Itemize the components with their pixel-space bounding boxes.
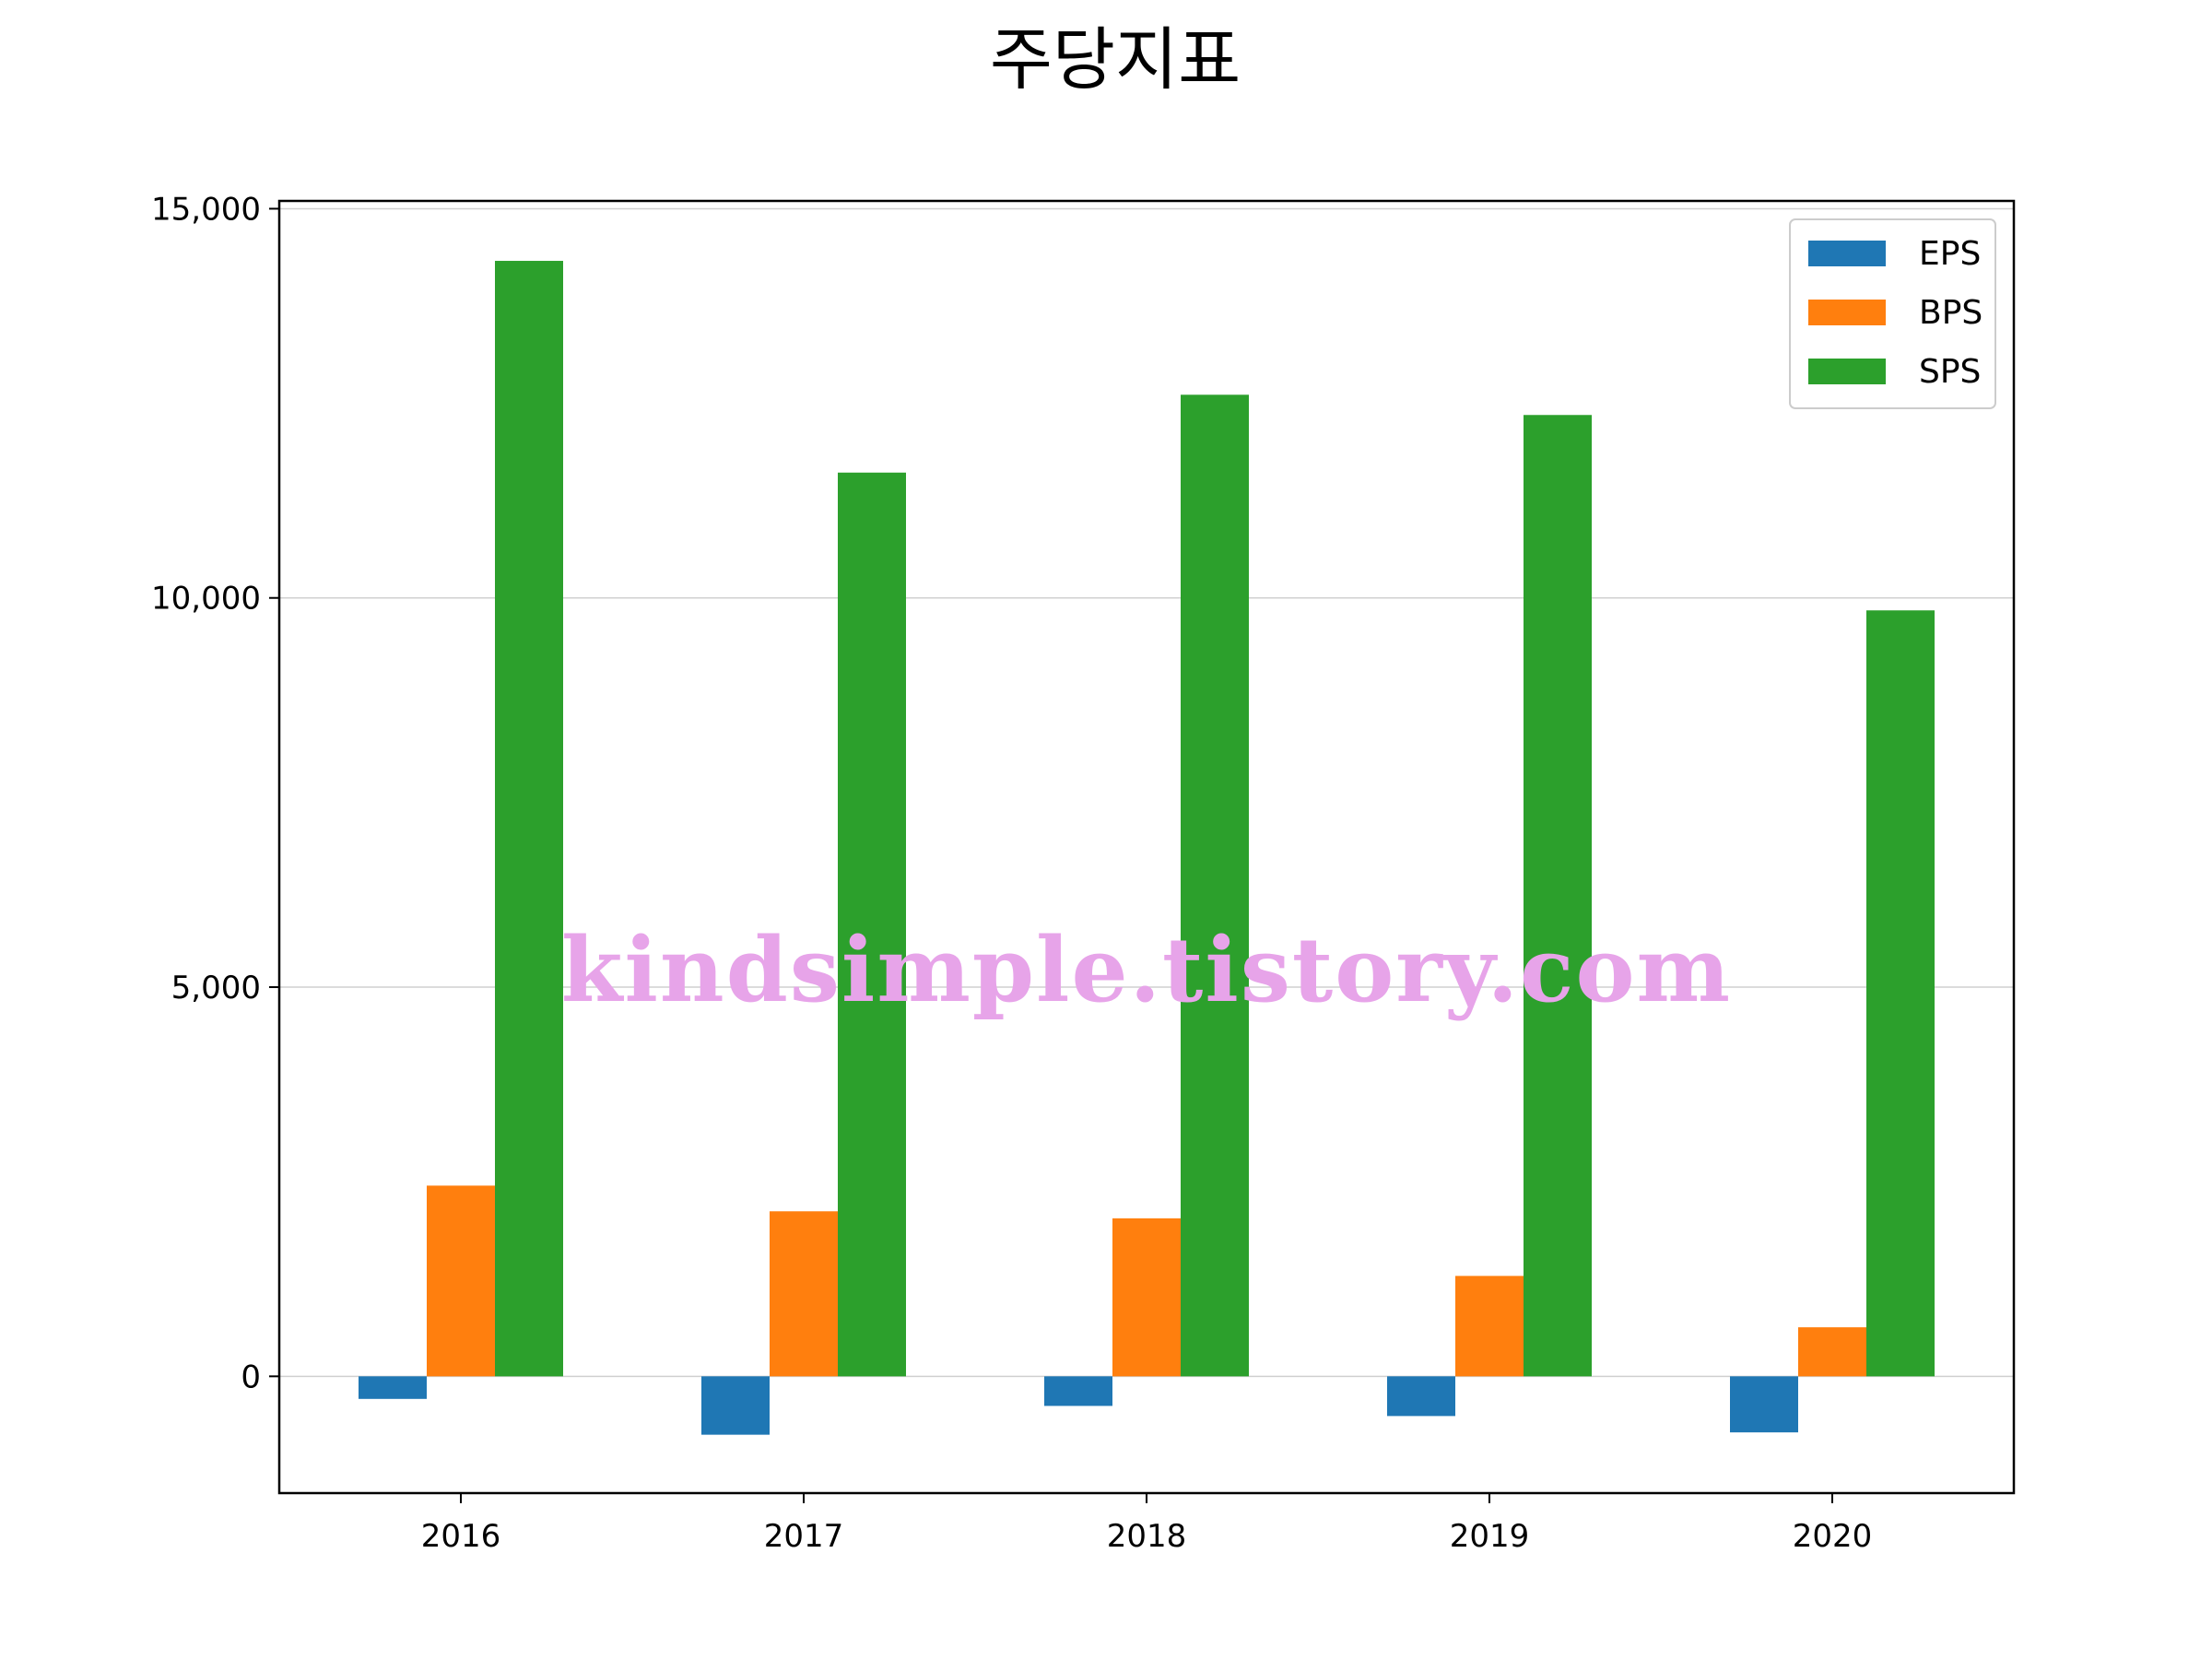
bar-sps-2016 — [495, 261, 563, 1377]
legend-label-bps: BPS — [1919, 294, 1983, 332]
bar-eps-2016 — [359, 1376, 427, 1399]
watermark: kindsimple.tistory.com — [561, 918, 1732, 1022]
bar-eps-2017 — [701, 1376, 770, 1435]
y-tick-label: 5,000 — [171, 970, 261, 1006]
y-tick-label: 0 — [241, 1359, 261, 1395]
bar-sps-2018 — [1181, 394, 1249, 1377]
legend-label-eps: EPS — [1919, 235, 1981, 273]
bar-eps-2020 — [1730, 1376, 1798, 1433]
x-tick-label: 2018 — [1107, 1518, 1187, 1555]
y-tick-label: 15,000 — [151, 191, 261, 228]
y-tick-label: 10,000 — [151, 581, 261, 618]
bar-sps-2020 — [1866, 610, 1935, 1377]
x-tick-label: 2016 — [421, 1518, 501, 1555]
x-axis: 2016 2017 2018 2019 2020 — [421, 1493, 1873, 1555]
x-tick-label: 2019 — [1450, 1518, 1530, 1555]
legend-swatch-eps — [1808, 241, 1886, 266]
bar-sps-2017 — [838, 472, 906, 1377]
bar-bps-2019 — [1455, 1276, 1524, 1377]
legend-swatch-bps — [1808, 300, 1886, 325]
legend-label-sps: SPS — [1919, 353, 1981, 391]
bar-eps-2019 — [1387, 1376, 1455, 1417]
y-axis: 0 5,000 10,000 15,000 — [151, 191, 279, 1395]
bar-bps-2020 — [1798, 1327, 1866, 1377]
x-tick-label: 2017 — [764, 1518, 844, 1555]
bar-bps-2017 — [770, 1211, 838, 1377]
legend: EPS BPS SPS — [1789, 218, 1996, 409]
bar-bps-2018 — [1112, 1218, 1181, 1377]
legend-swatch-sps — [1808, 359, 1886, 384]
bar-eps-2018 — [1044, 1376, 1112, 1406]
bars-layer — [359, 261, 1935, 1435]
watermark-text: kindsimple.tistory.com — [561, 918, 1732, 1022]
bar-sps-2019 — [1524, 415, 1592, 1377]
bar-bps-2016 — [427, 1185, 495, 1377]
x-tick-label: 2020 — [1793, 1518, 1873, 1555]
chart-title: 주당지표 — [990, 20, 1241, 100]
